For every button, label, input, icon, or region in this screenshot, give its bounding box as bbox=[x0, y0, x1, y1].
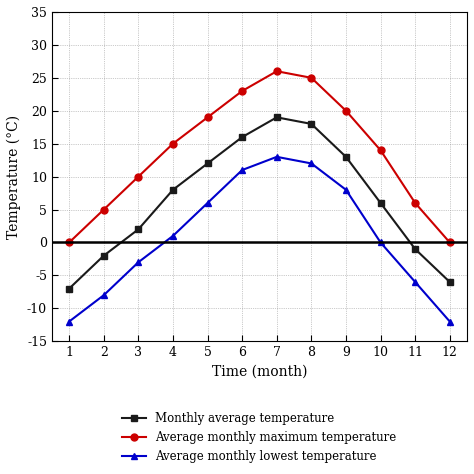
Y-axis label: Temperature (°C): Temperature (°C) bbox=[7, 115, 21, 239]
X-axis label: Time (month): Time (month) bbox=[212, 365, 307, 379]
Legend: Monthly average temperature, Average monthly maximum temperature, Average monthl: Monthly average temperature, Average mon… bbox=[117, 407, 402, 469]
